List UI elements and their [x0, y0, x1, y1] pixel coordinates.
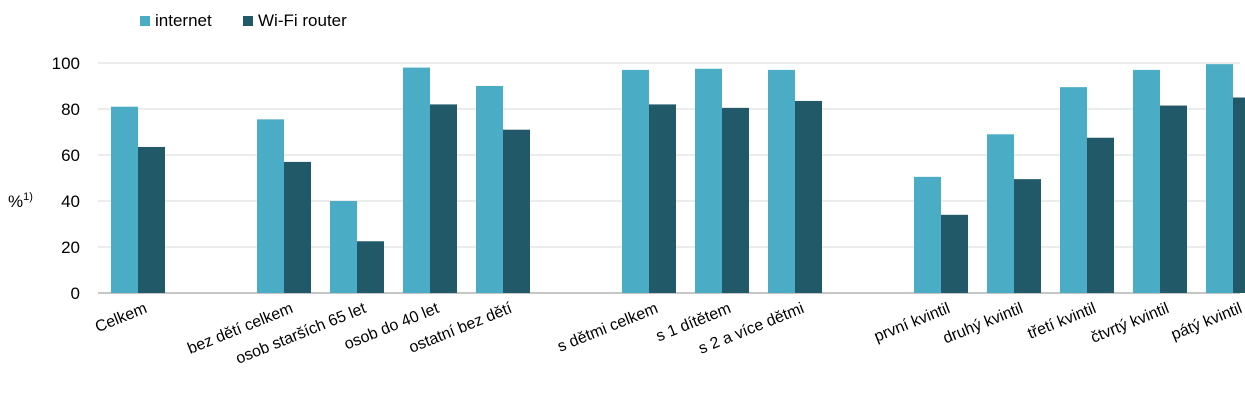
- category-label: třetí kvintil: [1025, 300, 1098, 343]
- bar-wifi-router: [430, 104, 457, 294]
- category-label: první kvintil: [872, 300, 953, 346]
- bar-internet: [476, 86, 503, 293]
- category-label: čtvrtý kvintil: [1088, 300, 1171, 347]
- legend-label: Wi-Fi router: [258, 11, 347, 30]
- y-tick-label: 100: [52, 54, 80, 73]
- bar-internet: [403, 67, 430, 293]
- y-tick-label: 80: [61, 100, 80, 119]
- legend: internet Wi-Fi router: [140, 11, 347, 30]
- bar-internet: [914, 176, 941, 293]
- bar-wifi-router: [1160, 105, 1187, 293]
- y-tick-label: 40: [61, 192, 80, 211]
- y-axis-label-main: %: [8, 192, 23, 211]
- bar-wifi-router: [649, 104, 676, 294]
- bar-internet: [111, 106, 138, 293]
- bar-internet: [622, 69, 649, 294]
- y-tick-label: 60: [61, 146, 80, 165]
- category-label: s dětmi celkem: [555, 300, 660, 356]
- y-tick-label: 0: [71, 284, 80, 303]
- bar-internet: [987, 134, 1014, 293]
- y-axis-label: %1): [8, 191, 33, 211]
- bar-internet: [257, 119, 284, 293]
- y-axis-label-sup: 1): [23, 191, 33, 203]
- bar-wifi-router: [941, 214, 968, 293]
- bar-wifi-router: [1087, 137, 1114, 293]
- bar-internet: [1206, 64, 1233, 294]
- bar-internet: [695, 68, 722, 293]
- bar-wifi-router: [138, 146, 165, 293]
- bar-wifi-router: [357, 241, 384, 293]
- bar-internet: [1060, 87, 1087, 294]
- bar-wifi-router: [1014, 179, 1041, 293]
- y-tick-label: 20: [61, 238, 80, 257]
- bar-internet: [768, 69, 795, 294]
- y-axis: %1) 0 20 40 60 80 100: [8, 54, 80, 303]
- bar-internet: [330, 201, 357, 293]
- bar-wifi-router: [795, 100, 822, 293]
- legend-swatch: [243, 16, 253, 26]
- bar-wifi-router: [503, 129, 530, 293]
- legend-label: internet: [155, 11, 212, 30]
- bars: [111, 64, 1245, 294]
- bar-wifi-router: [1233, 97, 1245, 293]
- bar-internet: [1133, 69, 1160, 294]
- category-label: Celkem: [93, 300, 150, 336]
- bar-wifi-router: [722, 107, 749, 293]
- bar-wifi-router: [284, 161, 311, 293]
- legend-swatch: [140, 16, 150, 26]
- category-label: osob starších 65 let: [233, 300, 369, 368]
- category-label: druhý kvintil: [941, 300, 1026, 347]
- category-label: pátý kvintil: [1169, 300, 1245, 344]
